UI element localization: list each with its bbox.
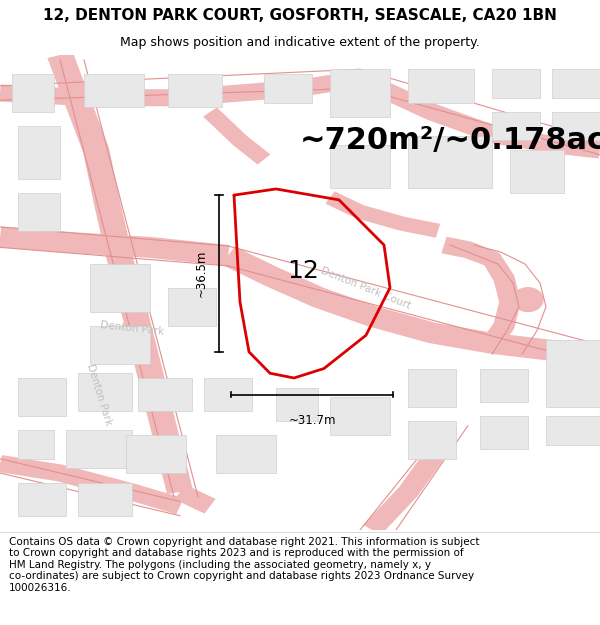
Polygon shape <box>552 112 600 141</box>
Polygon shape <box>90 326 150 364</box>
Polygon shape <box>330 397 390 435</box>
Polygon shape <box>408 421 456 459</box>
Polygon shape <box>492 112 540 141</box>
Polygon shape <box>12 74 54 112</box>
Polygon shape <box>0 71 362 106</box>
Text: ~31.7m: ~31.7m <box>288 414 336 427</box>
Polygon shape <box>442 237 521 348</box>
Polygon shape <box>0 226 230 266</box>
Text: Contains OS data © Crown copyright and database right 2021. This information is : Contains OS data © Crown copyright and d… <box>9 537 479 593</box>
Polygon shape <box>480 369 528 402</box>
Polygon shape <box>510 150 564 192</box>
Polygon shape <box>408 369 456 406</box>
Polygon shape <box>47 52 193 494</box>
Circle shape <box>513 288 543 311</box>
Polygon shape <box>546 416 600 444</box>
Polygon shape <box>168 288 216 326</box>
Text: Map shows position and indicative extent of the property.: Map shows position and indicative extent… <box>120 36 480 49</box>
Polygon shape <box>221 246 600 364</box>
Polygon shape <box>408 69 474 102</box>
Polygon shape <box>203 107 271 164</box>
Polygon shape <box>0 455 184 514</box>
Polygon shape <box>78 482 132 516</box>
Polygon shape <box>138 378 192 411</box>
Polygon shape <box>126 435 186 473</box>
Polygon shape <box>330 145 390 188</box>
Polygon shape <box>18 126 60 179</box>
Polygon shape <box>204 378 252 411</box>
Polygon shape <box>546 340 600 406</box>
Polygon shape <box>276 388 318 421</box>
Polygon shape <box>325 191 440 238</box>
Polygon shape <box>18 430 54 459</box>
Text: ~720m²/~0.178ac.: ~720m²/~0.178ac. <box>300 126 600 155</box>
Polygon shape <box>84 74 144 108</box>
Polygon shape <box>18 378 66 416</box>
Text: Denton Park: Denton Park <box>100 320 164 336</box>
Polygon shape <box>408 136 492 188</box>
Polygon shape <box>264 74 312 102</box>
Polygon shape <box>364 423 454 535</box>
Polygon shape <box>552 69 600 98</box>
Polygon shape <box>78 373 132 411</box>
Polygon shape <box>355 71 600 159</box>
Polygon shape <box>168 74 222 108</box>
Text: ~36.5m: ~36.5m <box>195 250 208 297</box>
Polygon shape <box>216 435 276 473</box>
Polygon shape <box>480 416 528 449</box>
Polygon shape <box>90 264 150 311</box>
Text: 12: 12 <box>287 259 319 283</box>
Polygon shape <box>66 430 132 468</box>
Text: 12, DENTON PARK COURT, GOSFORTH, SEASCALE, CA20 1BN: 12, DENTON PARK COURT, GOSFORTH, SEASCAL… <box>43 8 557 23</box>
Polygon shape <box>492 69 540 98</box>
Polygon shape <box>330 69 390 117</box>
Text: Denton Park Court: Denton Park Court <box>320 266 412 311</box>
Polygon shape <box>18 482 66 516</box>
Polygon shape <box>18 192 60 231</box>
Text: Denton Park: Denton Park <box>85 362 113 427</box>
Polygon shape <box>175 484 215 514</box>
